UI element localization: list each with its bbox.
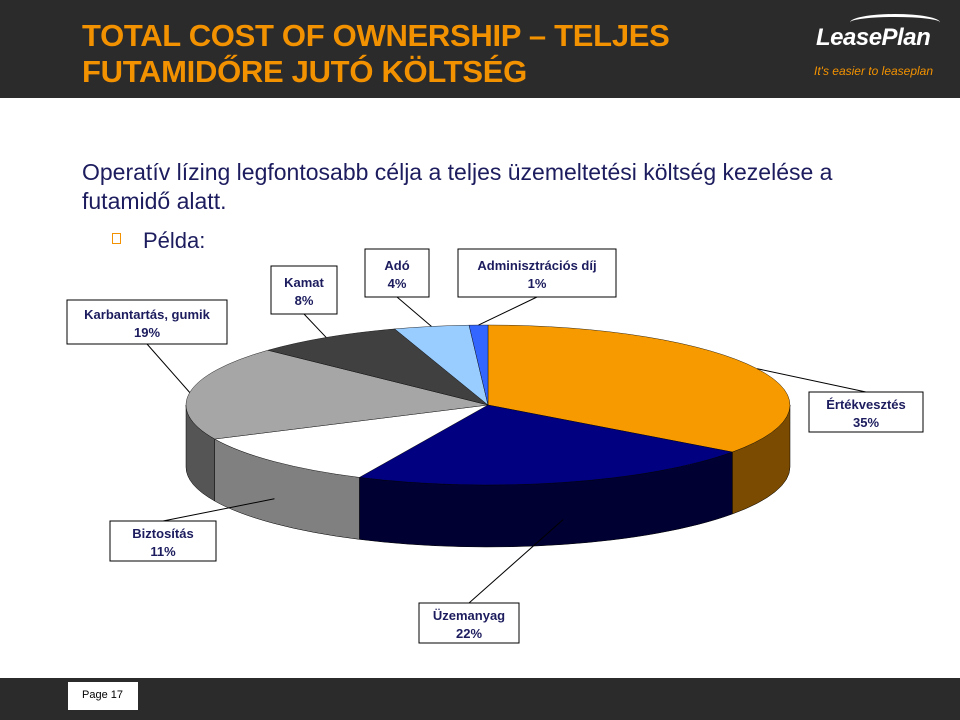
label-ertekvesztes: Értékvesztés 35% bbox=[808, 391, 924, 433]
leader-line-biztositas bbox=[162, 498, 275, 522]
label-value: 22% bbox=[456, 626, 482, 641]
leader-line-kamat bbox=[303, 313, 327, 338]
label-box bbox=[418, 602, 520, 644]
leader-line-uzemanyag bbox=[468, 519, 564, 604]
label-karbantartas-gumik: Karbantartás, gumik 19% bbox=[66, 299, 228, 345]
label-ado: Adó 4% bbox=[364, 248, 430, 298]
label-name: Üzemanyag bbox=[433, 608, 505, 623]
slice-labels: Értékvesztés 35% Üzemanyag 22% Biztosítás 11%… bbox=[66, 248, 924, 644]
label-value: 35% bbox=[853, 415, 879, 430]
label-kamat: Kamat 8% bbox=[270, 265, 338, 315]
leader-lines bbox=[146, 296, 867, 604]
pie-side-layer bbox=[185, 404, 791, 548]
label-box bbox=[364, 248, 430, 298]
leaseplan-logo: LeasePlan It's easier to leaseplan bbox=[812, 14, 947, 84]
square-bullet-icon bbox=[112, 233, 121, 244]
leader-line-karbantartas-gumik bbox=[146, 343, 191, 393]
slice-adminisztracios-dij bbox=[468, 324, 489, 406]
label-box bbox=[66, 299, 228, 345]
label-box bbox=[270, 265, 338, 315]
logo-swoosh-icon bbox=[850, 14, 940, 31]
slice-biztositas bbox=[214, 404, 489, 478]
label-value: 1% bbox=[528, 276, 547, 291]
label-name: Biztosítás bbox=[132, 526, 193, 541]
label-name: Értékvesztés bbox=[826, 397, 906, 412]
label-box bbox=[109, 520, 217, 562]
page-number-box bbox=[68, 682, 138, 710]
slice-karbantartas-gumik bbox=[185, 350, 489, 440]
leader-line-ado bbox=[396, 296, 432, 327]
leader-line-adminisztracios-dij bbox=[478, 296, 538, 326]
label-value: 8% bbox=[295, 293, 314, 308]
label-name: Adó bbox=[384, 258, 409, 273]
label-uzemanyag: Üzemanyag 22% bbox=[418, 602, 520, 644]
pie-top-layer bbox=[185, 324, 791, 486]
label-name: Kamat bbox=[284, 275, 324, 290]
label-name: Karbantartás, gumik bbox=[84, 307, 210, 322]
label-value: 19% bbox=[134, 325, 160, 340]
logo-tagline: It's easier to leaseplan bbox=[814, 64, 934, 78]
page-title: TOTAL COST OF OWNERSHIP – TELJES FUTAMID… bbox=[82, 18, 670, 89]
slice-kamat bbox=[267, 328, 489, 406]
intro-text: Operatív lízing legfontosabb célja a tel… bbox=[82, 159, 833, 214]
label-adminisztracios-dij: Adminisztrációs díj 1% bbox=[457, 248, 617, 298]
page-number: Page 17 bbox=[82, 689, 123, 701]
bullet-label: Példa: bbox=[143, 228, 206, 253]
label-name: Adminisztrációs díj bbox=[477, 258, 596, 273]
label-value: 11% bbox=[150, 544, 176, 559]
header-bar bbox=[0, 0, 960, 98]
logo-text: LeasePlan bbox=[816, 24, 931, 51]
label-biztositas: Biztosítás 11% bbox=[109, 520, 217, 562]
label-box bbox=[457, 248, 617, 298]
footer-bar bbox=[0, 678, 960, 720]
leader-line-ertekvesztes bbox=[756, 368, 867, 393]
bullet-item: Példa: bbox=[112, 228, 205, 254]
label-value: 4% bbox=[388, 276, 407, 291]
label-box bbox=[808, 391, 924, 433]
